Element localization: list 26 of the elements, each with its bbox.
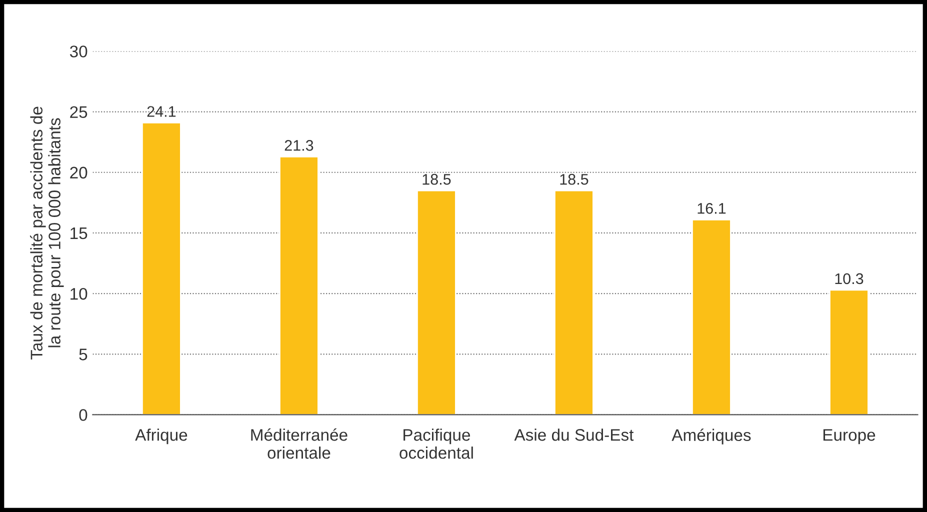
data-label: 18.5 — [560, 174, 588, 185]
x-tick-label: Amériques — [672, 428, 751, 444]
y-axis-title: Taux de mortalité par accidents de la route pour 100 000 habitants — [30, 106, 64, 360]
x-tick-label: Pacifique occidental — [400, 428, 473, 459]
data-label: 24.1 — [147, 106, 176, 117]
y-tick-label: 10 — [70, 288, 88, 300]
x-tick-label: Europe — [823, 429, 876, 444]
x-tick-label: Asie du Sud-Est — [514, 428, 634, 441]
bar — [142, 122, 182, 415]
bar — [692, 218, 732, 415]
data-label: 16.1 — [698, 203, 726, 214]
y-tick-label: 15 — [70, 228, 88, 240]
y-tick-label: 20 — [70, 166, 88, 179]
y-tick-label: 30 — [70, 46, 88, 58]
bar — [279, 156, 319, 415]
y-tick-label: 25 — [70, 106, 88, 118]
data-label: 21.3 — [284, 140, 314, 151]
bar — [416, 190, 456, 415]
data-label: 18.5 — [422, 174, 451, 185]
data-label: 10.3 — [835, 273, 864, 284]
bar — [829, 289, 869, 415]
bar — [554, 190, 594, 415]
x-tick-label: Méditerranée orientale — [251, 428, 348, 459]
y-tick-label: 5 — [79, 348, 88, 360]
x-tick-label: Afrique — [135, 428, 188, 444]
y-tick-label: 0 — [79, 409, 88, 421]
